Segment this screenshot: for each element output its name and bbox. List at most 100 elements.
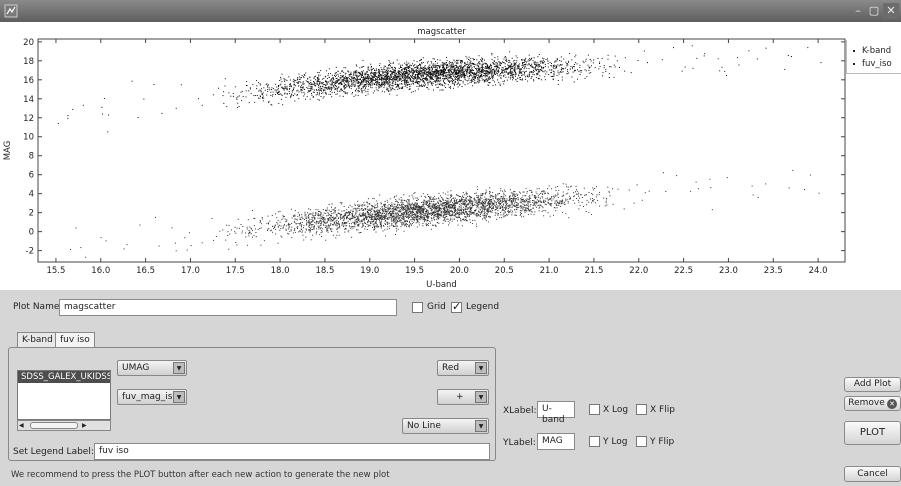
data-point — [380, 75, 382, 77]
data-point — [314, 226, 315, 228]
data-point — [450, 77, 451, 79]
data-point — [409, 88, 411, 90]
data-point — [371, 215, 373, 217]
data-point — [460, 71, 462, 73]
data-point — [382, 84, 383, 86]
data-point — [509, 72, 511, 74]
data-point — [404, 69, 405, 71]
data-point — [438, 218, 439, 220]
data-point — [413, 71, 415, 73]
data-point — [553, 71, 555, 73]
data-point — [447, 200, 449, 202]
data-point — [435, 61, 436, 62]
data-point — [263, 97, 265, 99]
data-point — [538, 54, 540, 55]
close-button[interactable]: ✕ — [883, 3, 899, 19]
data-point — [212, 94, 214, 96]
data-point — [418, 74, 420, 76]
data-point — [479, 63, 481, 65]
data-point — [423, 70, 425, 72]
data-point — [410, 68, 412, 70]
data-point — [395, 72, 397, 74]
data-point — [407, 76, 409, 78]
data-point — [405, 82, 407, 84]
data-point — [450, 190, 452, 192]
data-point — [326, 222, 328, 224]
data-point — [317, 214, 319, 216]
data-point — [438, 71, 440, 73]
minimize-button[interactable]: – — [855, 4, 861, 17]
data-point — [437, 65, 439, 67]
data-point — [413, 198, 415, 200]
data-point — [261, 223, 262, 225]
data-point — [350, 73, 352, 75]
data-point — [503, 80, 505, 82]
data-point — [345, 76, 347, 78]
data-point — [415, 68, 417, 70]
data-point — [480, 74, 482, 76]
data-point — [488, 68, 490, 70]
data-point — [561, 67, 562, 69]
data-point — [451, 72, 453, 74]
data-point — [451, 77, 452, 79]
data-point — [357, 225, 359, 227]
data-point — [350, 71, 352, 73]
data-point — [535, 206, 537, 208]
data-point — [281, 86, 283, 88]
data-point — [396, 94, 398, 96]
data-point — [527, 64, 529, 66]
data-point — [240, 91, 242, 93]
data-point — [449, 64, 451, 66]
data-point — [392, 62, 394, 64]
maximize-button[interactable]: ▢ — [868, 4, 880, 17]
data-point — [373, 83, 375, 85]
data-point — [403, 76, 405, 78]
data-point — [414, 66, 416, 68]
data-point — [381, 74, 383, 76]
data-point — [428, 206, 430, 208]
data-point — [406, 208, 408, 210]
data-point — [324, 91, 326, 93]
data-point — [439, 81, 441, 83]
data-point — [290, 228, 292, 230]
data-point — [425, 79, 427, 81]
data-point — [430, 228, 432, 230]
data-point — [497, 205, 499, 207]
data-point — [408, 72, 410, 74]
data-point — [452, 82, 454, 84]
data-point — [520, 77, 521, 79]
data-point — [371, 87, 373, 89]
data-point — [410, 205, 412, 206]
data-point — [277, 93, 279, 95]
data-point — [519, 70, 521, 72]
data-point — [311, 93, 312, 94]
data-point — [481, 58, 483, 60]
data-point — [454, 72, 456, 74]
data-point — [387, 205, 389, 207]
data-point — [406, 226, 407, 228]
data-point — [472, 80, 474, 82]
data-point — [358, 210, 360, 211]
data-point — [238, 95, 240, 97]
y-tick-label: 14 — [23, 95, 34, 105]
data-point — [313, 78, 315, 80]
data-point — [556, 201, 558, 203]
data-point — [511, 67, 513, 69]
data-point — [481, 202, 483, 204]
data-point — [391, 204, 393, 206]
data-point — [331, 96, 333, 98]
data-point — [399, 70, 401, 72]
data-point — [472, 69, 474, 71]
data-point — [443, 81, 444, 83]
data-point — [500, 75, 502, 77]
data-point — [592, 189, 594, 191]
data-point — [458, 70, 460, 72]
data-point — [409, 79, 411, 81]
data-point — [275, 91, 277, 93]
data-point — [492, 76, 494, 78]
data-point — [452, 72, 454, 74]
data-point — [477, 78, 479, 80]
data-point — [395, 222, 397, 224]
data-point — [508, 72, 509, 74]
data-point — [312, 229, 314, 230]
